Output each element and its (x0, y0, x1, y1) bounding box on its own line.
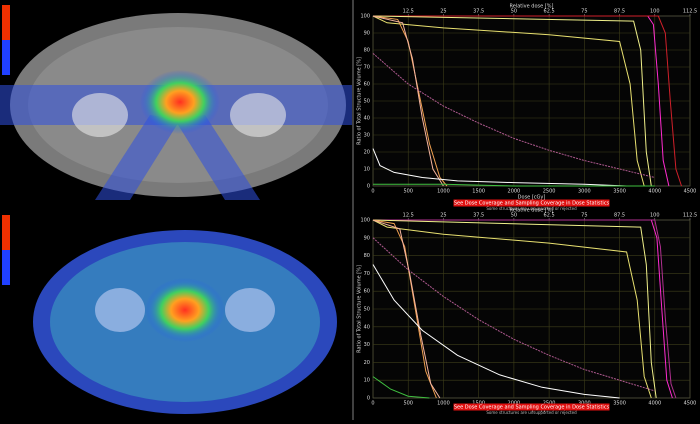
y-tick-label: 40 (364, 324, 370, 330)
y-tick-label: 50 (364, 307, 370, 313)
dvh-curve (373, 15, 682, 187)
y-tick-label: 100 (360, 14, 370, 20)
x2-tick-label: 75 (581, 9, 587, 15)
dvh-curve (372, 53, 655, 178)
x-tick-label: 2000 (508, 189, 521, 195)
x2-tick-label: 87.5 (614, 213, 625, 219)
y-tick-label: 10 (364, 378, 370, 384)
x-tick-label: 3000 (578, 189, 591, 195)
y-axis-label: Ratio of Total Structure Volume [%] (357, 57, 363, 145)
x-tick-label: 500 (403, 401, 413, 407)
x-tick-label: 4500 (684, 189, 697, 195)
dvh-curve (373, 219, 677, 399)
y-tick-label: 80 (364, 48, 370, 54)
y-tick-label: 0 (367, 396, 370, 402)
x2-tick-label: 87.5 (614, 9, 625, 15)
x-tick-label: 1000 (437, 189, 450, 195)
x2-tick-label: 12.5 (403, 213, 414, 219)
y-tick-label: 0 (367, 184, 370, 190)
x2-tick-label: 25 (440, 213, 446, 219)
x-tick-label: 1000 (437, 401, 450, 407)
x2-axis-label: Relative dose [%] (510, 4, 554, 10)
x2-axis-label: Relative dose [%] (510, 208, 554, 214)
dvh-curve (372, 15, 444, 187)
x2-tick-label: 112.5 (683, 9, 697, 15)
x2-tick-label: 100 (650, 9, 660, 15)
y-tick-label: 70 (364, 65, 370, 71)
x-tick-label: 3500 (613, 189, 626, 195)
y-tick-label: 30 (364, 133, 370, 139)
x2-tick-label: 62.5 (544, 213, 555, 219)
x2-tick-label: 50 (511, 9, 517, 15)
dvh-curve (372, 219, 657, 399)
banner-bg (453, 199, 610, 207)
dvh-curve (373, 183, 655, 187)
y-tick-label: 10 (364, 167, 370, 173)
y-tick-label: 20 (364, 150, 370, 156)
x2-tick-label: 50 (511, 213, 517, 219)
x-axis-label: Dose [cGy] (518, 195, 546, 201)
y-tick-label: 80 (364, 253, 370, 259)
x2-tick-label: 100 (650, 213, 660, 219)
x-tick-label: 2500 (543, 189, 556, 195)
y-tick-label: 70 (364, 271, 370, 277)
ct-view-top[interactable] (0, 0, 352, 205)
x2-tick-label: 112.5 (683, 213, 697, 219)
note: Some structures are unsupported or rejec… (486, 206, 577, 211)
y-tick-label: 60 (364, 82, 370, 88)
banner: See Dose Coverage and Sampling Coverage … (454, 405, 610, 411)
y-tick-label: 40 (364, 116, 370, 122)
y-tick-label: 90 (364, 31, 370, 37)
y-tick-label: 90 (364, 235, 370, 241)
x2-tick-label: 37.5 (473, 213, 484, 219)
x-tick-label: 1500 (472, 189, 485, 195)
dvh-curve (372, 148, 627, 187)
x-tick-label: 4000 (648, 189, 661, 195)
dvh-curve (372, 376, 430, 399)
y-tick-label: 50 (364, 99, 370, 105)
dvh-curve (372, 237, 655, 392)
x2-tick-label: 75 (581, 213, 587, 219)
dvh-curve (372, 264, 620, 399)
ct-view-bottom[interactable] (0, 208, 352, 420)
banner-bg (453, 403, 610, 411)
y-tick-label: 60 (364, 289, 370, 295)
x2-tick-label: 12.5 (403, 9, 414, 15)
y-tick-label: 20 (364, 360, 370, 366)
x2-tick-label: 25 (440, 9, 446, 15)
x-tick-label: 4500 (684, 401, 697, 407)
x2-tick-label: 62.5 (544, 9, 555, 15)
x2-tick-label: 37.5 (473, 9, 484, 15)
y-axis-label: Ratio of Total Structure Volume [%] (357, 265, 363, 353)
note: Some structures are unsupported or rejec… (486, 410, 577, 415)
y-tick-label: 30 (364, 342, 370, 348)
x-tick-label: 0 (371, 189, 374, 195)
x-tick-label: 3500 (613, 401, 626, 407)
dvh-curve (372, 15, 652, 187)
dvh-curve (372, 15, 645, 187)
x-tick-label: 0 (371, 401, 374, 407)
x-tick-label: 500 (403, 189, 413, 195)
x-tick-label: 4000 (648, 401, 661, 407)
dvh-curve (372, 15, 448, 187)
banner: See Dose Coverage and Sampling Coverage … (454, 201, 610, 207)
dvh-curve (372, 219, 441, 399)
y-tick-label: 100 (360, 218, 370, 224)
